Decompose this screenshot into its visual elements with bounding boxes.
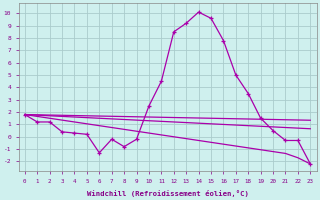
X-axis label: Windchill (Refroidissement éolien,°C): Windchill (Refroidissement éolien,°C) [87,190,249,197]
